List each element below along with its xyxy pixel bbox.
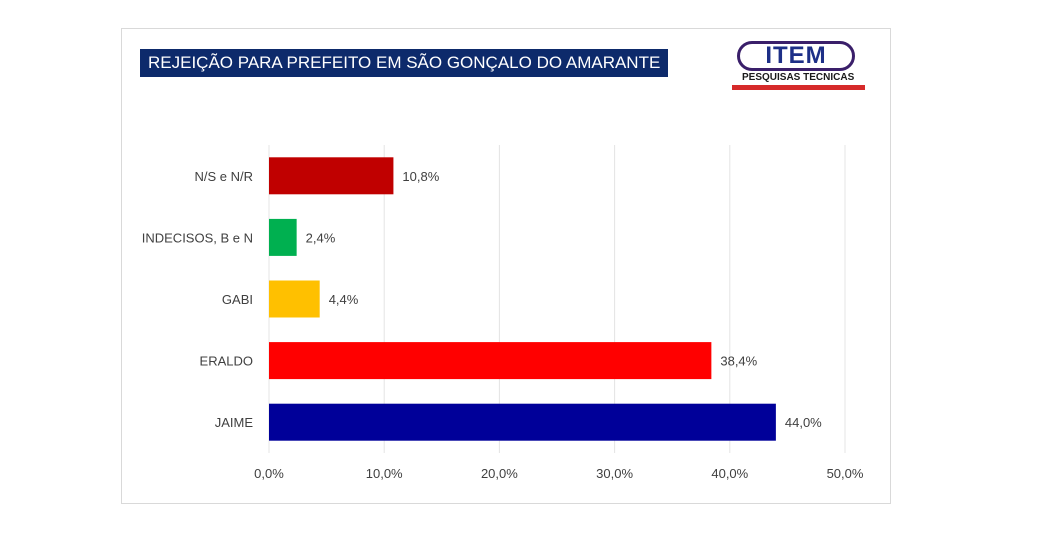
item-logo: ITEM PESQUISAS TECNICAS	[732, 41, 867, 93]
bar	[269, 280, 320, 318]
category-label: GABI	[222, 292, 253, 307]
bar	[269, 403, 776, 441]
logo-underline	[732, 85, 865, 90]
data-label: 38,4%	[720, 354, 757, 369]
x-tick-label: 40,0%	[711, 466, 748, 481]
logo-subtitle: PESQUISAS TECNICAS	[742, 72, 855, 83]
logo-wordmark: ITEM	[737, 41, 855, 71]
category-label: JAIME	[215, 415, 254, 430]
data-label: 10,8%	[402, 169, 439, 184]
x-tick-label: 50,0%	[827, 466, 864, 481]
data-label: 44,0%	[785, 415, 822, 430]
data-label: 2,4%	[306, 230, 336, 245]
category-label: ERALDO	[200, 354, 253, 369]
bar	[269, 342, 712, 380]
bar-chart: 0,0% 10,0% 20,0% 30,0% 40,0% 50,0% N/S e N/R 10…	[142, 145, 864, 481]
x-tick-label: 0,0%	[254, 466, 284, 481]
chart-frame: REJEIÇÃO PARA PREFEITO EM SÃO GONÇALO DO…	[121, 28, 891, 504]
x-tick-label: 20,0%	[481, 466, 518, 481]
x-tick-label: 10,0%	[366, 466, 403, 481]
bar	[269, 157, 394, 195]
data-label: 4,4%	[329, 292, 359, 307]
category-label: INDECISOS, B e N	[142, 230, 253, 245]
category-label: N/S e N/R	[194, 169, 253, 184]
bar	[269, 218, 297, 256]
chart-title: REJEIÇÃO PARA PREFEITO EM SÃO GONÇALO DO…	[140, 49, 669, 77]
x-tick-label: 30,0%	[596, 466, 633, 481]
